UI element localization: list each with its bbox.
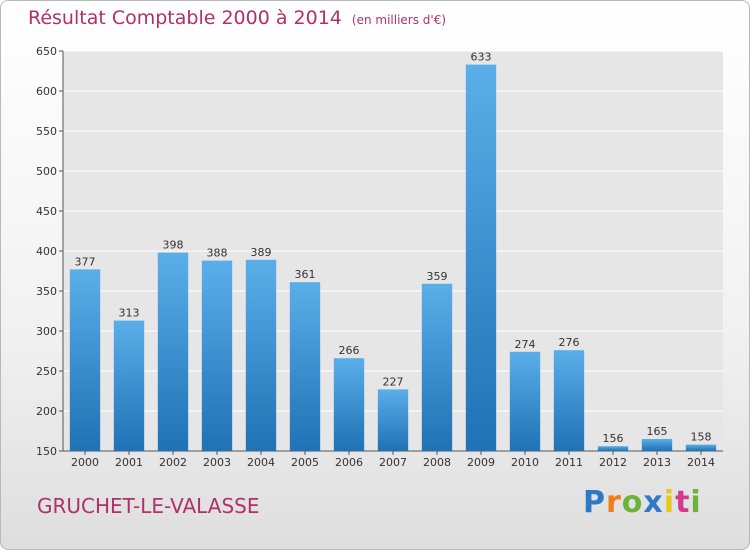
x-tick-label: 2006 bbox=[335, 456, 363, 469]
data-label: 274 bbox=[515, 338, 536, 351]
data-label: 313 bbox=[119, 307, 140, 320]
bar bbox=[509, 351, 541, 451]
x-tick-label: 2000 bbox=[71, 456, 99, 469]
logo-letter: t bbox=[675, 485, 691, 520]
chart-title-text: Résultat Comptable 2000 à 2014 bbox=[28, 7, 342, 29]
x-tick-label: 2004 bbox=[247, 456, 275, 469]
data-label: 633 bbox=[471, 51, 492, 64]
bar bbox=[553, 350, 585, 451]
x-tick-label: 2010 bbox=[511, 456, 539, 469]
y-tick-label: 650 bbox=[36, 45, 57, 58]
bar bbox=[245, 259, 277, 451]
bar bbox=[157, 252, 189, 451]
y-tick-label: 400 bbox=[36, 245, 57, 258]
bar bbox=[289, 282, 321, 451]
y-tick-label: 200 bbox=[36, 405, 57, 418]
data-label: 266 bbox=[339, 344, 360, 357]
bar bbox=[465, 64, 497, 451]
logo-letter: i bbox=[663, 485, 676, 520]
data-label: 359 bbox=[427, 270, 448, 283]
x-tick-label: 2005 bbox=[291, 456, 319, 469]
x-tick-label: 2001 bbox=[115, 456, 143, 469]
bar bbox=[421, 283, 453, 451]
logo-letter: P bbox=[583, 485, 606, 520]
bar bbox=[377, 389, 409, 451]
bar bbox=[641, 439, 673, 451]
data-label: 227 bbox=[383, 375, 404, 388]
logo-letter: x bbox=[643, 485, 664, 520]
logo-letter: o bbox=[621, 485, 644, 520]
x-tick-label: 2007 bbox=[379, 456, 407, 469]
data-label: 158 bbox=[691, 431, 712, 444]
y-tick-label: 350 bbox=[36, 285, 57, 298]
x-tick-label: 2008 bbox=[423, 456, 451, 469]
data-label: 388 bbox=[207, 247, 228, 260]
x-tick-label: 2003 bbox=[203, 456, 231, 469]
y-tick-label: 300 bbox=[36, 325, 57, 338]
y-tick-label: 450 bbox=[36, 205, 57, 218]
logo-letter: i bbox=[690, 485, 702, 520]
chart-title: Résultat Comptable 2000 à 2014 (en millie… bbox=[28, 7, 446, 29]
x-tick-label: 2014 bbox=[687, 456, 715, 469]
logo-letter: r bbox=[606, 485, 622, 520]
x-tick-label: 2013 bbox=[643, 456, 671, 469]
data-label: 398 bbox=[163, 239, 184, 252]
data-label: 276 bbox=[559, 336, 580, 349]
data-label: 361 bbox=[295, 268, 316, 281]
bar bbox=[113, 320, 145, 451]
y-tick-label: 550 bbox=[36, 125, 57, 138]
bar bbox=[685, 444, 717, 451]
bar bbox=[333, 358, 365, 451]
bar bbox=[201, 260, 233, 451]
x-tick-label: 2009 bbox=[467, 456, 495, 469]
y-tick-label: 150 bbox=[36, 445, 57, 458]
y-tick-label: 250 bbox=[36, 365, 57, 378]
data-label: 156 bbox=[603, 432, 624, 445]
proxiti-logo: Proxiti bbox=[583, 485, 702, 520]
x-tick-label: 2002 bbox=[159, 456, 187, 469]
y-tick-label: 500 bbox=[36, 165, 57, 178]
city-name: GRUCHET-LE-VALASSE bbox=[37, 494, 260, 518]
y-tick-label: 600 bbox=[36, 85, 57, 98]
data-label: 389 bbox=[251, 246, 272, 259]
x-tick-label: 2011 bbox=[555, 456, 583, 469]
data-label: 165 bbox=[647, 425, 668, 438]
x-tick-label: 2012 bbox=[599, 456, 627, 469]
chart-unit: (en milliers d'€) bbox=[351, 13, 447, 27]
bar bbox=[69, 269, 101, 451]
data-label: 377 bbox=[75, 255, 96, 268]
bar bbox=[597, 446, 629, 451]
